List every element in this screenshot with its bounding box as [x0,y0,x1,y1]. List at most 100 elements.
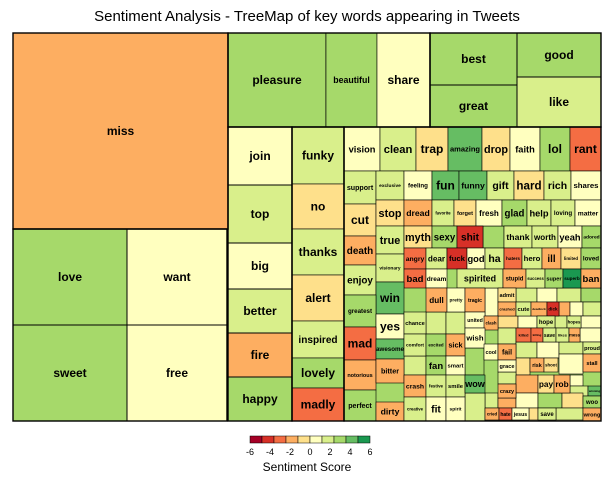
treemap-filler-tile [482,225,505,249]
treemap-tile-label: trap [421,142,444,156]
treemap-tile-happy: happy [227,376,293,422]
treemap-tile-label: join [248,149,270,163]
treemap-tile-rect [291,126,345,185]
treemap-tile-label: enjoy [347,275,373,286]
treemap-tile-label: big [251,259,269,273]
treemap-filler-tile [580,315,602,329]
treemap-tile-share: share [376,32,431,128]
treemap-tile-label: greatest [348,308,372,315]
treemap-filler-tile [425,311,447,335]
treemap-tile-label: true [380,235,401,247]
treemap-tile-adored: adored [581,225,602,249]
treemap-tile-rect [227,32,327,128]
treemap-tile-label: miss [107,124,135,138]
treemap-tile-label: stop [379,208,402,220]
treemap-tile-label: sick [448,341,463,350]
treemap-tile-deadlock: deadlock [530,301,548,317]
treemap-tile-gift: gift [486,170,515,201]
treemap-tile-label: help [529,208,548,218]
treemap-tile-label: support [347,184,374,192]
treemap-tile-label: spirit [450,407,462,413]
treemap-filler-tile [579,327,602,343]
treemap-tile-label: perfect [348,402,372,410]
treemap-tile-label: risk [532,363,543,369]
treemap-tile-forget: forget [453,199,477,227]
treemap-tile-killing: killing [530,327,544,343]
treemap-tile-label: fan [429,361,443,372]
treemap-tile-label: save [544,333,555,339]
treemap-tile-hate: hate [498,407,513,421]
treemap-tile-label: spirited [464,274,496,284]
treemap-tile-label: pleasure [252,73,302,87]
treemap-tile-rich: rich [543,170,572,201]
treemap-tile-label: clash [485,321,496,326]
treemap-tile-label: winning [588,389,600,393]
treemap-tile-label: ill [547,254,555,265]
treemap-tile-wrong: wrong [583,407,602,422]
treemap-filler-tile [515,341,538,359]
treemap-tile-excited: excited [425,333,447,357]
treemap-tile-label: best [461,52,486,66]
treemap-tile-feeling: feeling [403,170,433,201]
treemap-tile-rect [464,327,486,349]
treemap-tile-label: success [527,276,544,281]
treemap-tile-pretty: pretty [446,287,466,313]
legend-tick-label: -6 [246,447,254,457]
treemap-tile-superb: superb [562,268,582,289]
treemap-tile-stop: stop [375,199,405,227]
treemap-tile-like: like [516,76,602,128]
treemap-filler-tile [554,315,568,329]
treemap-tile-mad: mad [343,326,377,361]
treemap-tile-label: fail [502,349,512,356]
treemap-tile-rect [291,320,345,359]
treemap-tile-label: rob [555,380,568,389]
treemap-tile-shares: shares [570,170,602,201]
treemap-tile-label: admit [500,293,515,299]
treemap-tile-label: fit [431,405,441,416]
treemap-tile-label: dirty [381,407,400,417]
legend-swatch [309,435,323,444]
treemap-tile-rect [227,288,293,334]
treemap-tile-wish: wish [464,327,486,349]
treemap-tile-label: dread [406,208,430,218]
treemap-tile-crazy: crazy [497,383,517,399]
treemap-tile-rect [574,199,602,227]
treemap-tile-great: great [429,84,518,128]
treemap-tile-ban: ban [580,268,602,289]
treemap-tile-shoot: shoot [543,357,559,373]
treemap-tile-lovely: lovely [291,357,345,389]
treemap-tile-god: god [466,247,486,270]
treemap-tile-want: want [126,228,228,326]
treemap-filler-tile [515,287,538,303]
treemap-tile-wow: wow [464,374,486,394]
treemap-tile-label: shit [461,233,480,244]
treemap-tile-rect [501,199,528,227]
treemap-tile-rect [550,199,576,227]
treemap-tile-rect [553,374,571,394]
legend-swatch [273,435,287,444]
treemap-tile-save: save [537,407,557,421]
treemap-tile-clash: clash [483,315,499,331]
treemap-tile-sick: sick [445,333,466,357]
treemap-tile-awesome: awesome [375,338,404,360]
treemap-tile-alert: alert [291,274,345,322]
treemap-tile-label: rich [548,181,567,192]
treemap-tile-help: help [526,199,552,227]
treemap-tile-label: funky [302,149,334,163]
treemap-tile-label: glad [505,208,525,219]
legend-swatch [333,435,347,444]
treemap-tile-true: true [375,225,405,255]
treemap-tile-label: worth [533,233,556,242]
treemap-tile-vision: vision [343,126,381,172]
treemap-tile-loving: loving [550,199,576,227]
treemap-tile-rect [497,359,517,373]
treemap-tile-label: pay [539,380,554,389]
treemap-tile-good: good [516,32,602,78]
treemap-tile-miss: miss [12,32,229,230]
treemap-tile-label: hope [539,320,554,326]
treemap-tile-rect [483,315,499,331]
treemap-tile-label: killed [519,332,530,337]
treemap-tile-love: love [12,228,128,326]
treemap-tile-super: super [544,268,564,289]
treemap-tile-label: festive [429,384,444,389]
